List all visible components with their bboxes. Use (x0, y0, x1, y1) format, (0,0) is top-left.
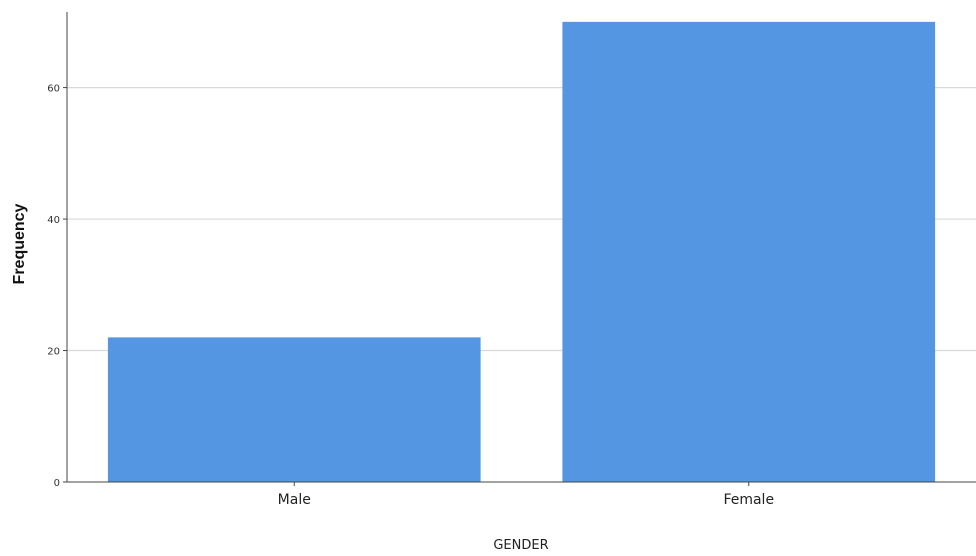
y-tick-label-0: 0 (54, 478, 60, 489)
x-tick-labels: Male Female (278, 482, 774, 508)
y-tick-labels: 0 20 40 60 (47, 84, 67, 489)
y-tick-label-20: 20 (47, 347, 60, 358)
bar-female (562, 21, 936, 483)
bar-male (107, 337, 481, 482)
y-tick-label-60: 60 (47, 84, 60, 95)
axes (66, 12, 976, 483)
x-tick-label-female: Female (723, 492, 774, 508)
bars (107, 21, 936, 483)
x-tick-label-male: Male (278, 492, 311, 508)
y-tick-label-40: 40 (47, 215, 60, 226)
y-axis-title: Frequency (11, 203, 28, 284)
x-axis-title: GENDER (493, 538, 548, 553)
